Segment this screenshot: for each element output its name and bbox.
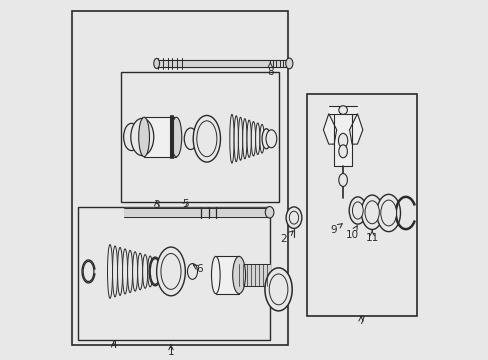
Ellipse shape [338,174,346,186]
Ellipse shape [264,268,292,311]
Ellipse shape [123,123,139,150]
Text: 8: 8 [266,62,273,77]
Ellipse shape [376,194,400,231]
Ellipse shape [156,247,185,296]
Ellipse shape [262,129,270,149]
Ellipse shape [117,247,122,296]
Polygon shape [349,114,362,144]
Ellipse shape [380,200,396,226]
Ellipse shape [285,58,292,69]
Ellipse shape [269,274,287,305]
Ellipse shape [153,58,159,68]
Ellipse shape [285,207,301,228]
Text: 11: 11 [365,230,378,243]
Ellipse shape [196,121,217,157]
Ellipse shape [112,246,117,297]
Ellipse shape [255,123,260,154]
Ellipse shape [352,202,363,219]
Ellipse shape [361,195,382,229]
Ellipse shape [338,145,346,158]
Text: 2: 2 [280,231,293,244]
Ellipse shape [289,211,298,224]
Ellipse shape [338,134,347,148]
Ellipse shape [107,244,112,298]
Text: 1: 1 [167,345,174,357]
Bar [121,72,278,202]
Ellipse shape [131,118,153,156]
Ellipse shape [260,125,264,153]
Ellipse shape [122,249,127,294]
Text: 6: 6 [193,264,203,274]
Text: 4: 4 [110,340,117,350]
Ellipse shape [147,256,152,287]
Ellipse shape [193,116,220,162]
Ellipse shape [238,117,242,160]
Text: 5: 5 [182,199,188,209]
Ellipse shape [242,119,246,159]
Ellipse shape [234,116,238,162]
Ellipse shape [246,120,251,157]
Ellipse shape [338,106,346,114]
Text: 10: 10 [345,226,358,239]
Ellipse shape [364,201,379,224]
Ellipse shape [161,253,181,289]
Ellipse shape [83,261,94,282]
Text: 9: 9 [329,224,342,235]
Ellipse shape [171,117,182,157]
Ellipse shape [187,264,197,279]
Ellipse shape [142,255,147,288]
Ellipse shape [127,250,132,293]
Ellipse shape [229,114,234,163]
Bar [72,12,287,345]
Ellipse shape [184,128,197,149]
Ellipse shape [348,197,366,224]
Ellipse shape [139,117,149,157]
Ellipse shape [265,130,276,148]
Bar [78,207,269,339]
Ellipse shape [232,256,245,294]
Ellipse shape [150,258,160,284]
Text: 3: 3 [153,200,160,210]
Ellipse shape [137,253,142,290]
Ellipse shape [132,252,137,291]
Polygon shape [323,114,336,144]
Bar [306,94,416,316]
Ellipse shape [251,122,255,156]
Ellipse shape [265,207,273,218]
Ellipse shape [211,256,220,294]
Text: 7: 7 [357,316,364,325]
